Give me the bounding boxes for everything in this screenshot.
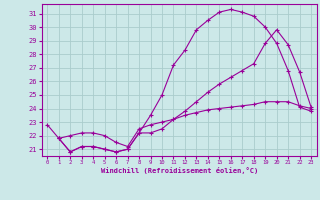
X-axis label: Windchill (Refroidissement éolien,°C): Windchill (Refroidissement éolien,°C) — [100, 167, 258, 174]
